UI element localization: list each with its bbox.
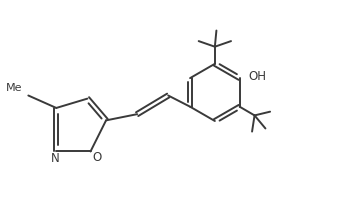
Text: OH: OH xyxy=(248,70,266,83)
Text: Me: Me xyxy=(6,83,23,93)
Text: O: O xyxy=(93,151,102,164)
Text: N: N xyxy=(51,152,60,165)
